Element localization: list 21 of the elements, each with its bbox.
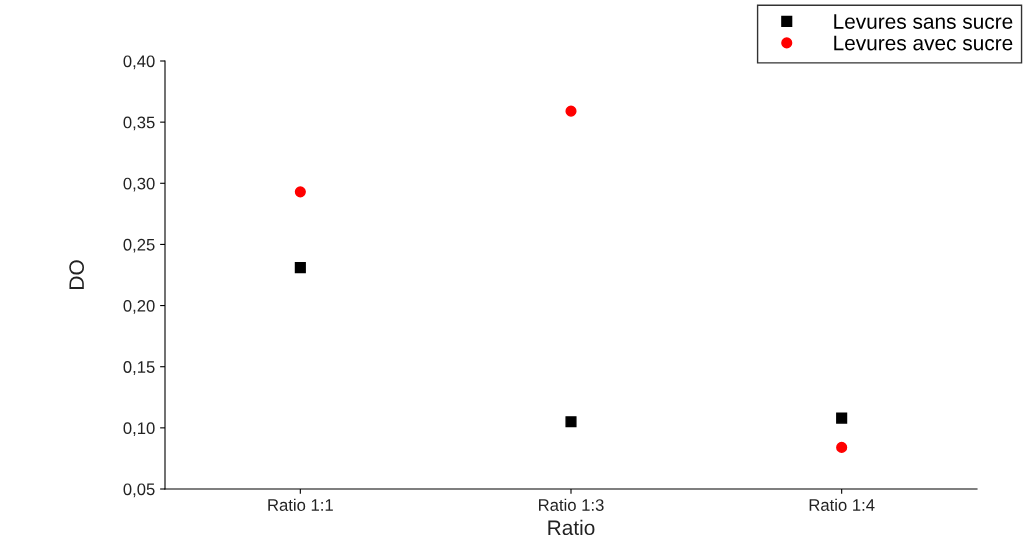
- y-tick-label: 0,20: [123, 299, 155, 314]
- point: [836, 441, 848, 453]
- x-tick-label: Ratio 1:4: [809, 498, 875, 511]
- point: [294, 262, 306, 274]
- point: [565, 416, 577, 428]
- x-tick-label: Ratio 1:3: [539, 498, 604, 511]
- y-tick-label: 0,40: [123, 55, 155, 70]
- y-tick-label: 0,10: [123, 422, 155, 437]
- y-tick-label: 0,05: [123, 483, 155, 498]
- point: [294, 186, 306, 198]
- legend-label: Levures sans sucre: [834, 14, 1013, 29]
- legend-label: Levures avec sucre: [834, 35, 1013, 51]
- y-tick-label: 0,30: [123, 177, 155, 192]
- point: [565, 105, 577, 117]
- y-tick-label: 0,35: [123, 116, 155, 131]
- x-axis-title: Ratio: [548, 519, 595, 536]
- y-tick-label: 0,25: [123, 238, 155, 253]
- x-tick-label: Ratio 1:1: [268, 498, 333, 511]
- point: [836, 412, 848, 424]
- y-axis-title: DO: [69, 260, 84, 289]
- y-tick-label: 0,15: [123, 361, 155, 375]
